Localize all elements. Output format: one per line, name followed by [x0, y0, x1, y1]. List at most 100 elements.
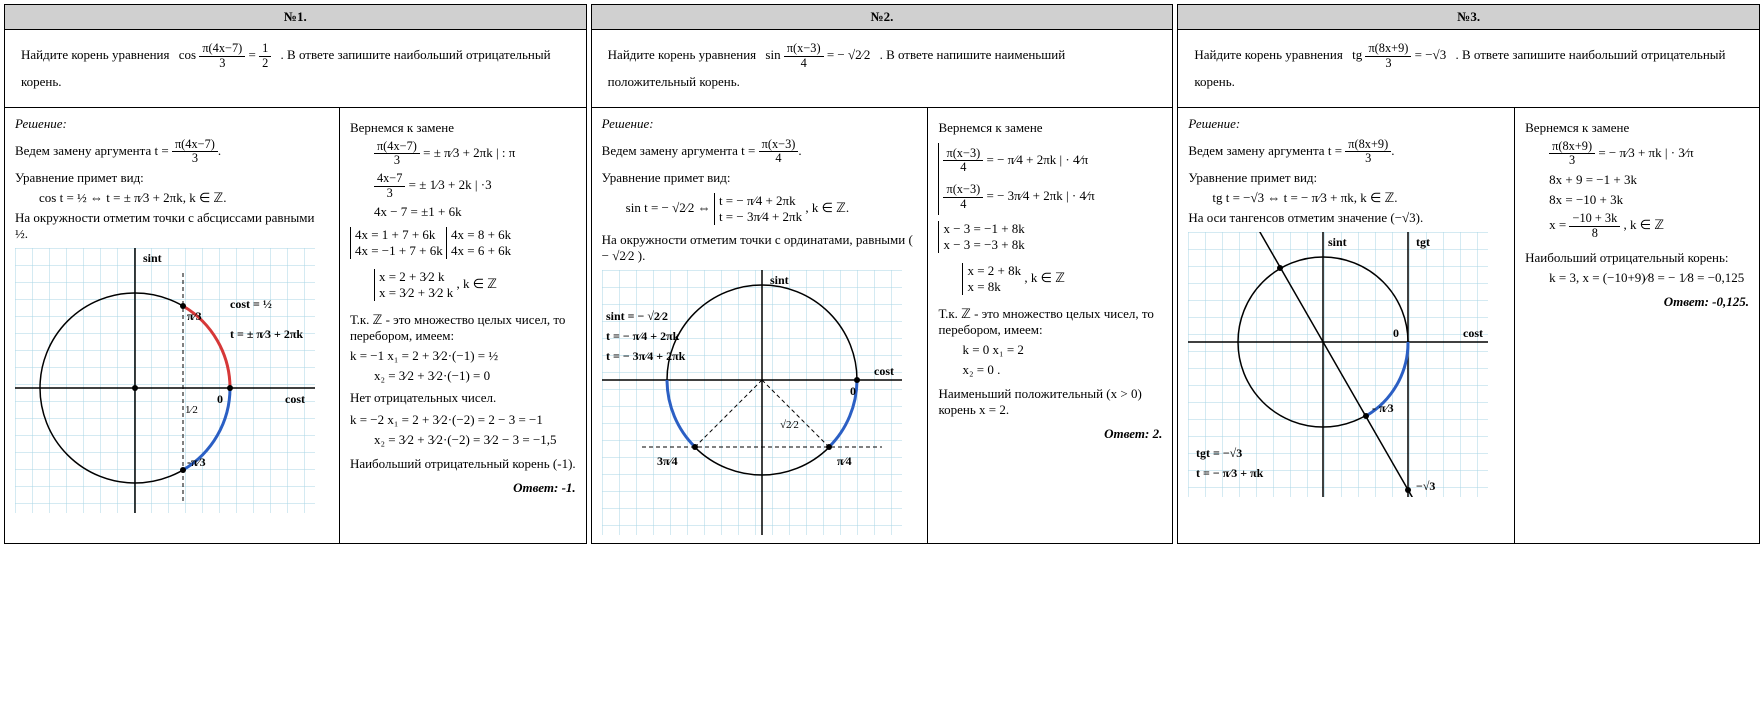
- t3d: 3: [1345, 152, 1391, 166]
- prompt-3: Найдите корень уравнения tg π(8x+9)3 = −…: [1178, 30, 1759, 108]
- eq-solved: cos t = ½ ⇔ t = ± π⁄3 + 2πk, k ∈ ℤ.: [39, 190, 329, 206]
- back2: Вернемся к замене: [938, 120, 1162, 136]
- back-sub: Вернемся к замене: [350, 120, 576, 136]
- k0: k = 0 x₁ = 2: [962, 342, 1162, 358]
- t-den: 3: [172, 152, 218, 166]
- svg-text:tgt = −√3: tgt = −√3: [1196, 446, 1242, 460]
- final-2: Наименьший положительный (x > 0) корень …: [938, 386, 1162, 418]
- s1n: π(4x−7): [374, 140, 420, 155]
- r4: Нет отрицательных чисел.: [350, 390, 576, 406]
- sub-intro: Ведем замену аргумента t =: [15, 143, 172, 158]
- answer-1: Ответ: -1.: [350, 480, 576, 496]
- k1: k = −1 x₁ = 2 + 3⁄2·(−1) = ½: [350, 348, 576, 364]
- p2-num: π(x−3): [784, 42, 824, 57]
- problem-1: №1. Найдите корень уравнения cos π(4x−7)…: [4, 4, 587, 544]
- prompt-2: Найдите корень уравнения sin π(x−3)4 = −…: [592, 30, 1173, 108]
- k2: k = −2 x₁ = 2 + 3⁄2·(−2) = 2 − 3 = −1: [350, 412, 576, 428]
- solution-left-1: Решение: Ведем замену аргумента t = π(4x…: [5, 108, 340, 543]
- b22n: π(x−3): [943, 183, 983, 198]
- sub2-intro: Ведем замену аргумента t =: [602, 143, 759, 158]
- p3-rhs: = −√3: [1415, 47, 1447, 62]
- problem-3: №3. Найдите корень уравнения tg π(8x+9)3…: [1177, 4, 1760, 544]
- label2: Решение:: [602, 116, 918, 132]
- eq3-solved: tg t = −√3 ⇔ t = − π⁄3 + πk, k ∈ ℤ.: [1212, 190, 1504, 206]
- solution-left-2: Решение: Ведем замену аргумента t = π(x−…: [592, 108, 929, 543]
- eq3-form: Уравнение примет вид:: [1188, 170, 1504, 186]
- k1b: x₂ = 3⁄2 + 3⁄2·(−1) = 0: [374, 368, 576, 384]
- r32: 8x + 9 = −1 + 3k: [1549, 172, 1749, 188]
- b21d: 4: [943, 161, 983, 175]
- b2a: 4x = 8 + 6k: [451, 227, 511, 243]
- r33: 8x = −10 + 3k: [1549, 192, 1749, 208]
- solution-left-3: Решение: Ведем замену аргумента t = π(8x…: [1178, 108, 1515, 543]
- svg-text:cost: cost: [874, 364, 894, 378]
- b23a: x − 3 = −1 + 8k: [943, 221, 1024, 237]
- s31r: = − π⁄3 + πk: [1598, 145, 1661, 160]
- r34t: , k ∈ ℤ: [1624, 217, 1665, 232]
- k0b: x₂ = 0 .: [962, 362, 1162, 378]
- s2n: 4x−7: [374, 172, 405, 187]
- header-1: №1.: [5, 5, 586, 30]
- b24t: , k ∈ ℤ: [1024, 270, 1065, 285]
- svg-text:sint: sint: [1328, 235, 1347, 249]
- b23b: x − 3 = −3 + 8k: [943, 237, 1024, 253]
- final-1: Наибольший отрицательный корень (-1).: [350, 456, 576, 472]
- eq2-pre: sin t = − √2⁄2 ⇔: [626, 200, 711, 215]
- unit-circle-1: sint cost 0 1⁄2 π⁄3 -π⁄3 cost = ½ t = ± …: [15, 248, 315, 513]
- svg-text:1⁄2: 1⁄2: [185, 404, 198, 416]
- b3b: x = 3⁄2 + 3⁄2 k: [379, 285, 453, 301]
- svg-text:cost: cost: [285, 392, 305, 406]
- p2-den: 4: [784, 57, 824, 71]
- t3n: π(8x+9): [1345, 138, 1391, 153]
- final-3-label: Наибольший отрицательный корень:: [1525, 250, 1749, 266]
- t2d: 4: [759, 152, 799, 166]
- solution-right-1: Вернемся к замене π(4x−7)3 = ± π⁄3 + 2πk…: [340, 108, 586, 543]
- svg-text:cost: cost: [1463, 326, 1483, 340]
- t2n: π(x−3): [759, 138, 799, 153]
- p3-den: 3: [1365, 57, 1411, 71]
- step-r2: 4x − 7 = ±1 + 6k: [374, 204, 576, 220]
- svg-text:tgt: tgt: [1416, 235, 1430, 249]
- svg-text:0: 0: [217, 392, 223, 406]
- b22r: = − 3π⁄4 + 2πk: [986, 188, 1062, 203]
- circle-note: На окружности отметим точки с абсциссами…: [15, 210, 329, 242]
- b2b: 4x = 6 + 6k: [451, 243, 511, 259]
- unit-circle-2: sint cost 0 sint = − √2⁄2 t = − π⁄4 + 2π…: [602, 270, 902, 535]
- prompt-pre: Найдите корень уравнения: [21, 47, 169, 62]
- label3: Решение:: [1188, 116, 1504, 132]
- svg-text:t = ± π⁄3 + 2πk: t = ± π⁄3 + 2πk: [230, 327, 303, 341]
- answer-3: Ответ: -0,125.: [1525, 294, 1749, 310]
- enum2: Т.к. ℤ - это множество целых чисел, то п…: [938, 306, 1162, 338]
- s2d: 3: [374, 187, 405, 201]
- svg-text:sint: sint: [143, 251, 162, 265]
- b3a: x = 2 + 3⁄2 k: [379, 269, 453, 285]
- p2-rhs: = − √2⁄2: [827, 47, 870, 62]
- b1b: 4x = −1 + 7 + 6k: [355, 243, 443, 259]
- svg-text:0: 0: [850, 384, 856, 398]
- p2-func: sin: [765, 47, 780, 62]
- problem-2: №2. Найдите корень уравнения sin π(x−3)4…: [591, 4, 1174, 544]
- back3: Вернемся к замене: [1525, 120, 1749, 136]
- svg-text:sint = − √2⁄2: sint = − √2⁄2: [606, 309, 668, 323]
- s1div: | : π: [496, 145, 515, 160]
- s2div: | ·3: [475, 177, 492, 192]
- header-3: №3.: [1178, 5, 1759, 30]
- r34d: 8: [1569, 227, 1620, 241]
- s31div: | · 3⁄π: [1665, 145, 1694, 160]
- unit-circle-3: sint tgt cost 0 - π⁄3 −√3 tgt = −√3 t = …: [1188, 232, 1488, 497]
- p3-func: tg: [1352, 47, 1362, 62]
- b24b: x = 8k: [967, 279, 1021, 295]
- b22d: 4: [943, 198, 983, 212]
- prompt-1: Найдите корень уравнения cos π(4x−7)3 = …: [5, 30, 586, 108]
- svg-text:√2⁄2: √2⁄2: [780, 419, 799, 431]
- r34p: x =: [1549, 217, 1569, 232]
- eq2a: t = − π⁄4 + 2πk: [719, 193, 802, 209]
- s31n: π(8x+9): [1549, 140, 1595, 155]
- svg-text:-π⁄3: -π⁄3: [187, 455, 206, 469]
- svg-text:π⁄3: π⁄3: [187, 309, 202, 323]
- k2b: x₂ = 3⁄2 + 3⁄2·(−2) = 3⁄2 − 3 = −1,5: [374, 432, 576, 448]
- solution-right-2: Вернемся к замене π(x−3)4 = − π⁄4 + 2πk …: [928, 108, 1172, 543]
- eq2b: t = − 3π⁄4 + 2πk: [719, 209, 802, 225]
- sub3-intro: Ведем замену аргумента t =: [1188, 143, 1345, 158]
- b22div: | · 4⁄π: [1066, 188, 1095, 203]
